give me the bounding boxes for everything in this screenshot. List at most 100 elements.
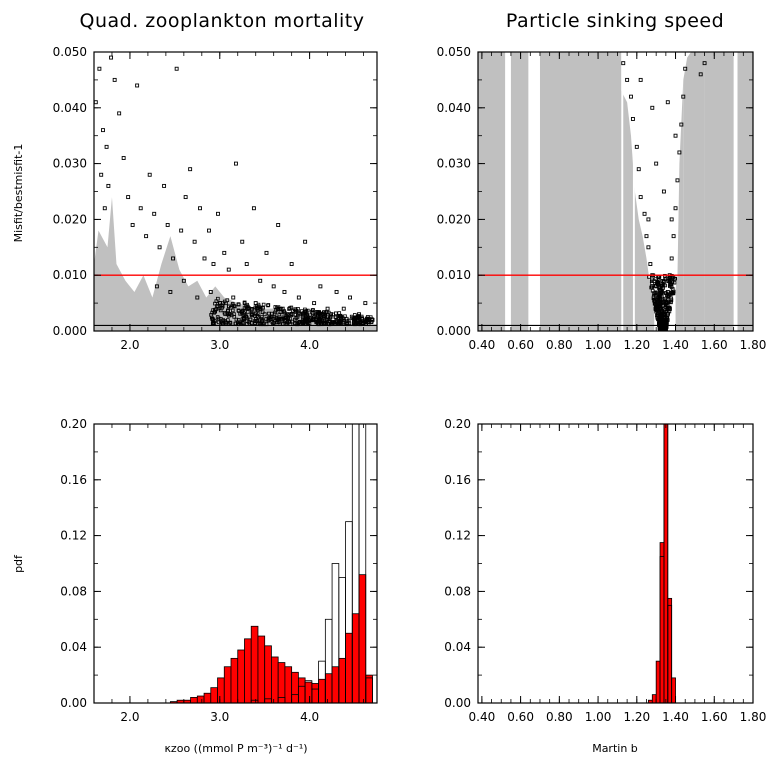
histogram-bar xyxy=(190,697,198,703)
data-point xyxy=(660,289,664,294)
data-point xyxy=(667,305,672,310)
data-point xyxy=(245,322,249,326)
x-tick-label: 1.00 xyxy=(585,710,612,724)
histogram-bar xyxy=(318,678,326,703)
data-point xyxy=(212,321,217,325)
y-tick-label: 0.010 xyxy=(437,268,471,282)
y-tick-label: 0.030 xyxy=(437,157,471,171)
data-point xyxy=(214,299,219,303)
y-tick-label: 0.050 xyxy=(437,45,471,59)
data-point xyxy=(296,295,301,300)
plot-marks xyxy=(94,55,377,331)
data-point xyxy=(245,304,250,309)
data-point xyxy=(220,322,225,326)
x-axis-label: Martin b xyxy=(592,742,638,755)
data-point xyxy=(245,310,250,314)
data-point xyxy=(192,239,197,244)
y-tick-label: 0.20 xyxy=(444,417,471,431)
data-point xyxy=(222,250,227,255)
x-tick-label: 0.40 xyxy=(469,710,496,724)
y-tick-label: 0.08 xyxy=(444,584,471,598)
data-point xyxy=(240,239,245,244)
plot-area-histogram-zooplankton: 2.0 3.0 4.0 0.00 0.04 0.08 0.12 0.16 0.20 xyxy=(60,417,378,724)
panel-title: Particle sinking speed xyxy=(506,10,724,32)
data-point xyxy=(660,309,664,314)
data-point xyxy=(655,280,660,285)
data-point xyxy=(344,316,349,321)
x-tick-label: 0.60 xyxy=(507,338,534,352)
data-point xyxy=(251,206,256,211)
histogram-bar xyxy=(244,638,252,703)
data-point xyxy=(221,318,225,322)
y-axis-label: pdf xyxy=(12,554,25,573)
data-point xyxy=(223,320,228,324)
data-point xyxy=(323,310,328,315)
data-point xyxy=(662,299,666,303)
data-point xyxy=(256,312,261,317)
data-point xyxy=(262,312,267,317)
histogram-bar xyxy=(659,542,665,703)
data-point xyxy=(198,206,202,211)
histogram-bar xyxy=(351,613,360,703)
data-point xyxy=(644,234,649,239)
data-point xyxy=(327,322,331,327)
data-point xyxy=(195,295,200,300)
y-tick-label: 0.16 xyxy=(444,473,471,487)
data-point xyxy=(672,280,677,285)
data-point xyxy=(663,324,667,328)
data-point xyxy=(668,275,673,280)
y-tick-label: 0.08 xyxy=(60,584,87,598)
data-point xyxy=(283,315,288,320)
data-point xyxy=(338,313,343,318)
data-point xyxy=(268,315,273,320)
data-point xyxy=(296,313,300,318)
data-point xyxy=(230,308,235,313)
data-point xyxy=(99,172,104,177)
data-point xyxy=(675,178,680,183)
data-point xyxy=(621,61,626,66)
x-tick-label: 2.0 xyxy=(120,710,139,724)
plot-marks xyxy=(648,424,676,703)
data-point xyxy=(227,312,232,317)
histogram-bar xyxy=(651,694,657,703)
histogram-bar xyxy=(210,687,218,703)
data-point xyxy=(233,161,238,166)
data-point xyxy=(262,321,266,326)
data-point xyxy=(347,321,352,326)
data-point xyxy=(334,315,339,320)
data-point xyxy=(638,195,643,200)
data-point xyxy=(226,322,231,326)
data-point xyxy=(147,172,152,177)
data-point xyxy=(276,223,281,227)
data-point xyxy=(669,299,673,304)
data-point xyxy=(311,317,315,322)
data-point xyxy=(646,245,651,250)
data-point xyxy=(126,195,131,200)
y-tick-label: 0.04 xyxy=(60,640,87,654)
histogram-bar xyxy=(667,597,673,703)
data-point xyxy=(625,77,630,82)
histogram-bar xyxy=(358,574,367,703)
y-tick-label: 0.00 xyxy=(444,696,471,710)
x-tick-label: 1.20 xyxy=(623,710,650,724)
data-point xyxy=(304,309,309,313)
x-tick-label: 1.60 xyxy=(701,710,728,724)
histogram-bar xyxy=(237,649,245,703)
data-point xyxy=(165,223,170,227)
data-point xyxy=(250,307,254,311)
data-point xyxy=(207,228,211,233)
data-point xyxy=(636,167,641,172)
data-point xyxy=(669,217,674,222)
data-point xyxy=(317,316,321,321)
x-tick-label: 4.0 xyxy=(300,338,319,352)
data-point xyxy=(667,299,671,304)
data-point xyxy=(325,306,330,311)
data-point xyxy=(300,312,305,317)
data-point xyxy=(648,262,653,266)
data-point xyxy=(658,316,663,321)
data-point xyxy=(649,284,654,289)
data-point xyxy=(669,256,674,261)
data-point xyxy=(661,189,666,194)
data-point xyxy=(174,66,179,71)
data-point xyxy=(225,298,230,302)
